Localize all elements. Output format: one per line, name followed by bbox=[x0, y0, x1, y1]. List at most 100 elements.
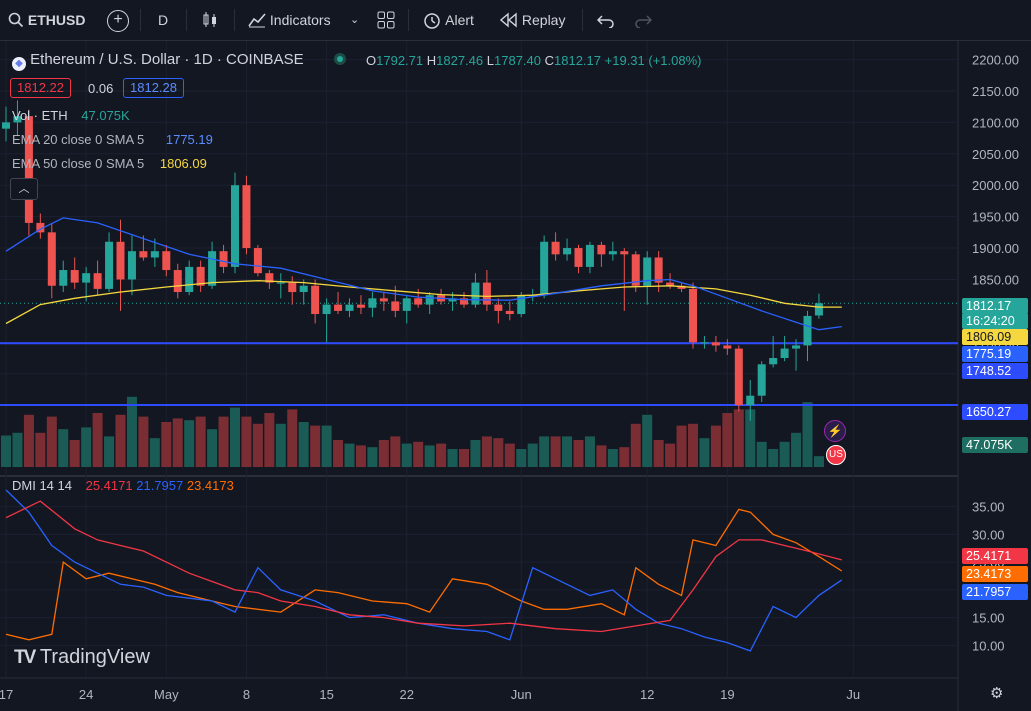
chevron-up-icon: ︿ bbox=[18, 183, 30, 195]
ema50-price-label: 1806.09 bbox=[962, 329, 1028, 345]
toolbar-divider bbox=[234, 9, 235, 31]
tradingview-logo: TV TradingView bbox=[14, 646, 150, 669]
undo-icon bbox=[596, 15, 614, 29]
candle-body bbox=[196, 266, 205, 286]
volume-bar bbox=[516, 449, 527, 467]
price-tick-label: 2000.00 bbox=[972, 178, 1019, 193]
toolbar-divider bbox=[408, 9, 409, 31]
volume-bar bbox=[46, 416, 57, 467]
volume-bar bbox=[424, 445, 435, 467]
price-tick-label: 2150.00 bbox=[972, 84, 1019, 99]
toolbar-divider bbox=[140, 9, 141, 31]
horizontal-lines[interactable] bbox=[0, 302, 958, 406]
volume-bar bbox=[630, 423, 641, 467]
layout-button[interactable] bbox=[377, 8, 395, 32]
ohlc-legend: O1792.71 H1827.46 L1787.40 C1812.17 +19.… bbox=[366, 53, 702, 69]
symbol-search-button[interactable]: ETHUSD bbox=[8, 8, 85, 32]
dmi-plus-axis-label: 25.4171 bbox=[962, 548, 1028, 564]
us-flag-event-icon[interactable]: US bbox=[826, 445, 846, 465]
ema20-legend[interactable]: EMA 20 close 0 SMA 5 1775.19 bbox=[12, 132, 213, 148]
volume-bar bbox=[401, 443, 412, 467]
volume-bar bbox=[493, 438, 504, 467]
high-value: 1827.46 bbox=[436, 53, 484, 68]
candle-body bbox=[746, 395, 755, 406]
high-label: H bbox=[426, 53, 437, 68]
redo-icon bbox=[635, 15, 653, 29]
candle-body bbox=[322, 304, 331, 315]
sell-button[interactable]: 1812.22 bbox=[10, 78, 71, 98]
price-chart[interactable]: 17 24 May 8 15 22 Jun 12 19 Ju 2200.00 2150.00 2100.… bbox=[0, 41, 1031, 711]
line1-price-label: 1748.52 bbox=[962, 363, 1028, 379]
volume-bar bbox=[390, 436, 401, 467]
top-toolbar: ETHUSD + D Indicators ⌄ Alert Replay bbox=[0, 0, 1031, 41]
settings-gear-icon[interactable]: ⚙ bbox=[990, 685, 1004, 702]
volume-bar bbox=[665, 443, 676, 467]
redo-button[interactable] bbox=[634, 8, 653, 32]
candle-body bbox=[253, 248, 262, 274]
compare-add-button[interactable]: + bbox=[107, 10, 129, 32]
ema50-legend[interactable]: EMA 50 close 0 SMA 5 1806.09 bbox=[12, 156, 207, 172]
candle-body bbox=[299, 285, 308, 293]
change-value: +19.31 (+1.08%) bbox=[604, 53, 702, 68]
candle-body bbox=[803, 315, 812, 346]
volume-bar bbox=[195, 416, 206, 467]
candle-body bbox=[391, 301, 400, 311]
volume-value: 47.075K bbox=[81, 108, 130, 123]
lightning-event-icon[interactable]: ⚡ bbox=[824, 420, 846, 442]
candle-body bbox=[460, 298, 468, 305]
dmi-plus-line bbox=[5, 500, 842, 633]
undo-button[interactable] bbox=[596, 8, 615, 32]
x-tick-label: 15 bbox=[319, 687, 333, 702]
toolbar-divider bbox=[186, 9, 187, 31]
volume-bar bbox=[12, 432, 23, 467]
volume-bar bbox=[459, 449, 469, 467]
ema20-value: 1775.19 bbox=[165, 132, 213, 147]
candle-body bbox=[59, 270, 68, 286]
indicators-button[interactable]: Indicators bbox=[248, 8, 331, 32]
volume-bar bbox=[344, 443, 355, 467]
volume-bar bbox=[768, 449, 779, 467]
dmi-tick-label: 30.00 bbox=[972, 527, 1005, 542]
volume-legend[interactable]: Vol · ETH 47.075K bbox=[12, 108, 130, 124]
price-tick-label: 2100.00 bbox=[972, 115, 1019, 130]
candle-body bbox=[402, 298, 411, 311]
collapse-legend-button[interactable]: ︿ bbox=[10, 178, 38, 200]
tv-logo-text: TradingView bbox=[39, 646, 150, 668]
alert-button[interactable]: Alert bbox=[422, 8, 474, 32]
volume-bar bbox=[35, 432, 46, 467]
candle-body bbox=[24, 116, 33, 223]
volume-bar bbox=[184, 420, 195, 467]
line2-price-label: 1650.27 bbox=[962, 404, 1028, 420]
candle-body bbox=[356, 304, 365, 308]
dmi-legend[interactable]: DMI 14 14 25.4171 21.7957 23.4173 bbox=[12, 478, 234, 494]
volume-bar bbox=[413, 441, 424, 467]
volume-bar bbox=[504, 443, 515, 467]
plot-background bbox=[0, 41, 958, 711]
candle-body bbox=[517, 295, 526, 315]
buy-button[interactable]: 1812.28 bbox=[123, 78, 184, 98]
candle-body bbox=[311, 285, 320, 315]
symbol-legend[interactable]: ◆ Ethereum / U.S. Dollar · 1D · COINBASE bbox=[12, 52, 304, 71]
candle-body bbox=[723, 345, 732, 349]
candle-body bbox=[689, 288, 697, 343]
candle-body bbox=[173, 270, 182, 293]
volume-bar bbox=[653, 440, 664, 467]
x-tick-label: May bbox=[154, 687, 179, 702]
chevron-down-icon[interactable]: ⌄ bbox=[350, 14, 360, 26]
volume-bar bbox=[756, 441, 767, 467]
candle-body bbox=[208, 251, 217, 286]
chart-type-button[interactable] bbox=[202, 8, 218, 32]
x-tick-label: 19 bbox=[720, 687, 734, 702]
dmi-lines bbox=[5, 489, 843, 652]
x-tick-label: 17 bbox=[0, 687, 13, 702]
volume-bar bbox=[619, 447, 630, 467]
volume-bar bbox=[607, 449, 618, 467]
volume-bar bbox=[802, 402, 813, 467]
ema50-line bbox=[5, 280, 842, 325]
adx-line bbox=[5, 508, 843, 641]
replay-button[interactable]: Replay bbox=[499, 8, 565, 32]
volume-bar bbox=[355, 445, 366, 467]
candle-body bbox=[654, 257, 663, 283]
ethereum-logo-icon: ◆ bbox=[12, 57, 26, 71]
interval-button[interactable]: D bbox=[158, 12, 169, 28]
